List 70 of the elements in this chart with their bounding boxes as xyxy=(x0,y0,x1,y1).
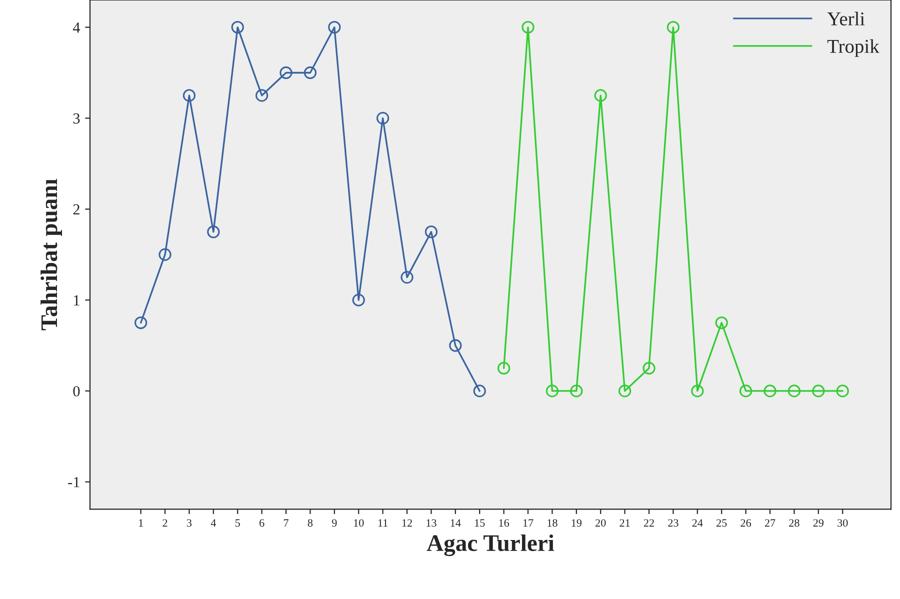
point xyxy=(618,384,632,398)
point xyxy=(328,20,341,34)
y-tick-label: 1 xyxy=(74,295,80,306)
x-tick-label: 26 xyxy=(740,519,752,527)
y-tick-label: 3 xyxy=(73,113,80,124)
point xyxy=(666,20,680,34)
point xyxy=(158,248,172,261)
x-tick-label: 14 xyxy=(450,519,461,527)
x-tick-label: 19 xyxy=(572,519,582,527)
point xyxy=(134,316,148,330)
point xyxy=(522,20,534,34)
x-tick-label: 27 xyxy=(764,519,776,527)
point xyxy=(352,294,365,306)
y-tick-label: 4 xyxy=(72,22,80,33)
y-tick-label: 0 xyxy=(73,386,80,396)
x-tick-label: 5 xyxy=(235,519,240,527)
x-tick-label: 16 xyxy=(499,519,510,527)
x-tick-label: 20 xyxy=(596,519,606,527)
point xyxy=(304,66,317,80)
x-tick-label: 7 xyxy=(284,519,288,527)
x-tick-label: 25 xyxy=(716,519,727,527)
point xyxy=(642,362,656,375)
point xyxy=(280,66,292,80)
point xyxy=(255,89,268,102)
x-tick-label: 3 xyxy=(186,519,192,527)
point xyxy=(788,384,801,398)
x-tick-label: 28 xyxy=(789,519,800,527)
x-tick-label: 15 xyxy=(475,519,485,527)
x-tick-label: 6 xyxy=(260,519,264,527)
point xyxy=(449,339,462,352)
legend-label: Yerli xyxy=(827,12,865,26)
x-tick-label: 24 xyxy=(692,519,703,527)
x-tick-label: 13 xyxy=(426,519,436,527)
point xyxy=(207,226,220,238)
x-axis-title: Agac Turleri xyxy=(426,534,554,556)
point xyxy=(424,226,438,238)
point xyxy=(691,384,704,398)
point xyxy=(836,384,849,398)
point xyxy=(182,89,196,102)
y-tick-label: -1 xyxy=(68,477,80,488)
point xyxy=(764,384,776,398)
x-tick-label: 30 xyxy=(838,519,848,527)
point xyxy=(231,20,244,34)
point xyxy=(739,384,752,398)
x-tick-label: 1 xyxy=(139,519,143,527)
x-tick-label: 8 xyxy=(308,519,313,527)
legend-label: Tropik xyxy=(827,39,880,57)
x-tick-label: 11 xyxy=(378,519,388,527)
point xyxy=(497,362,510,375)
x-tick-label: 2 xyxy=(162,519,168,527)
x-tick-label: 21 xyxy=(620,519,630,527)
point xyxy=(546,384,559,398)
x-tick-label: 18 xyxy=(548,519,558,527)
point xyxy=(473,384,486,398)
y-axis-title: Tahribat puanı xyxy=(40,178,62,330)
x-tick-label: 4 xyxy=(210,519,216,527)
point xyxy=(400,270,414,284)
x-tick-label: 12 xyxy=(402,519,412,527)
point xyxy=(594,89,607,102)
x-tick-label: 22 xyxy=(644,519,654,527)
point xyxy=(715,316,728,330)
x-tick-label: 23 xyxy=(668,519,678,527)
x-tick-label: 29 xyxy=(813,519,824,527)
x-tick-label: 17 xyxy=(523,519,534,527)
x-tick-label: 10 xyxy=(354,519,364,527)
point xyxy=(376,112,390,125)
y-tick-label: 2 xyxy=(73,204,80,214)
point xyxy=(570,384,583,398)
x-tick-label: 9 xyxy=(332,519,337,527)
point xyxy=(812,384,825,398)
